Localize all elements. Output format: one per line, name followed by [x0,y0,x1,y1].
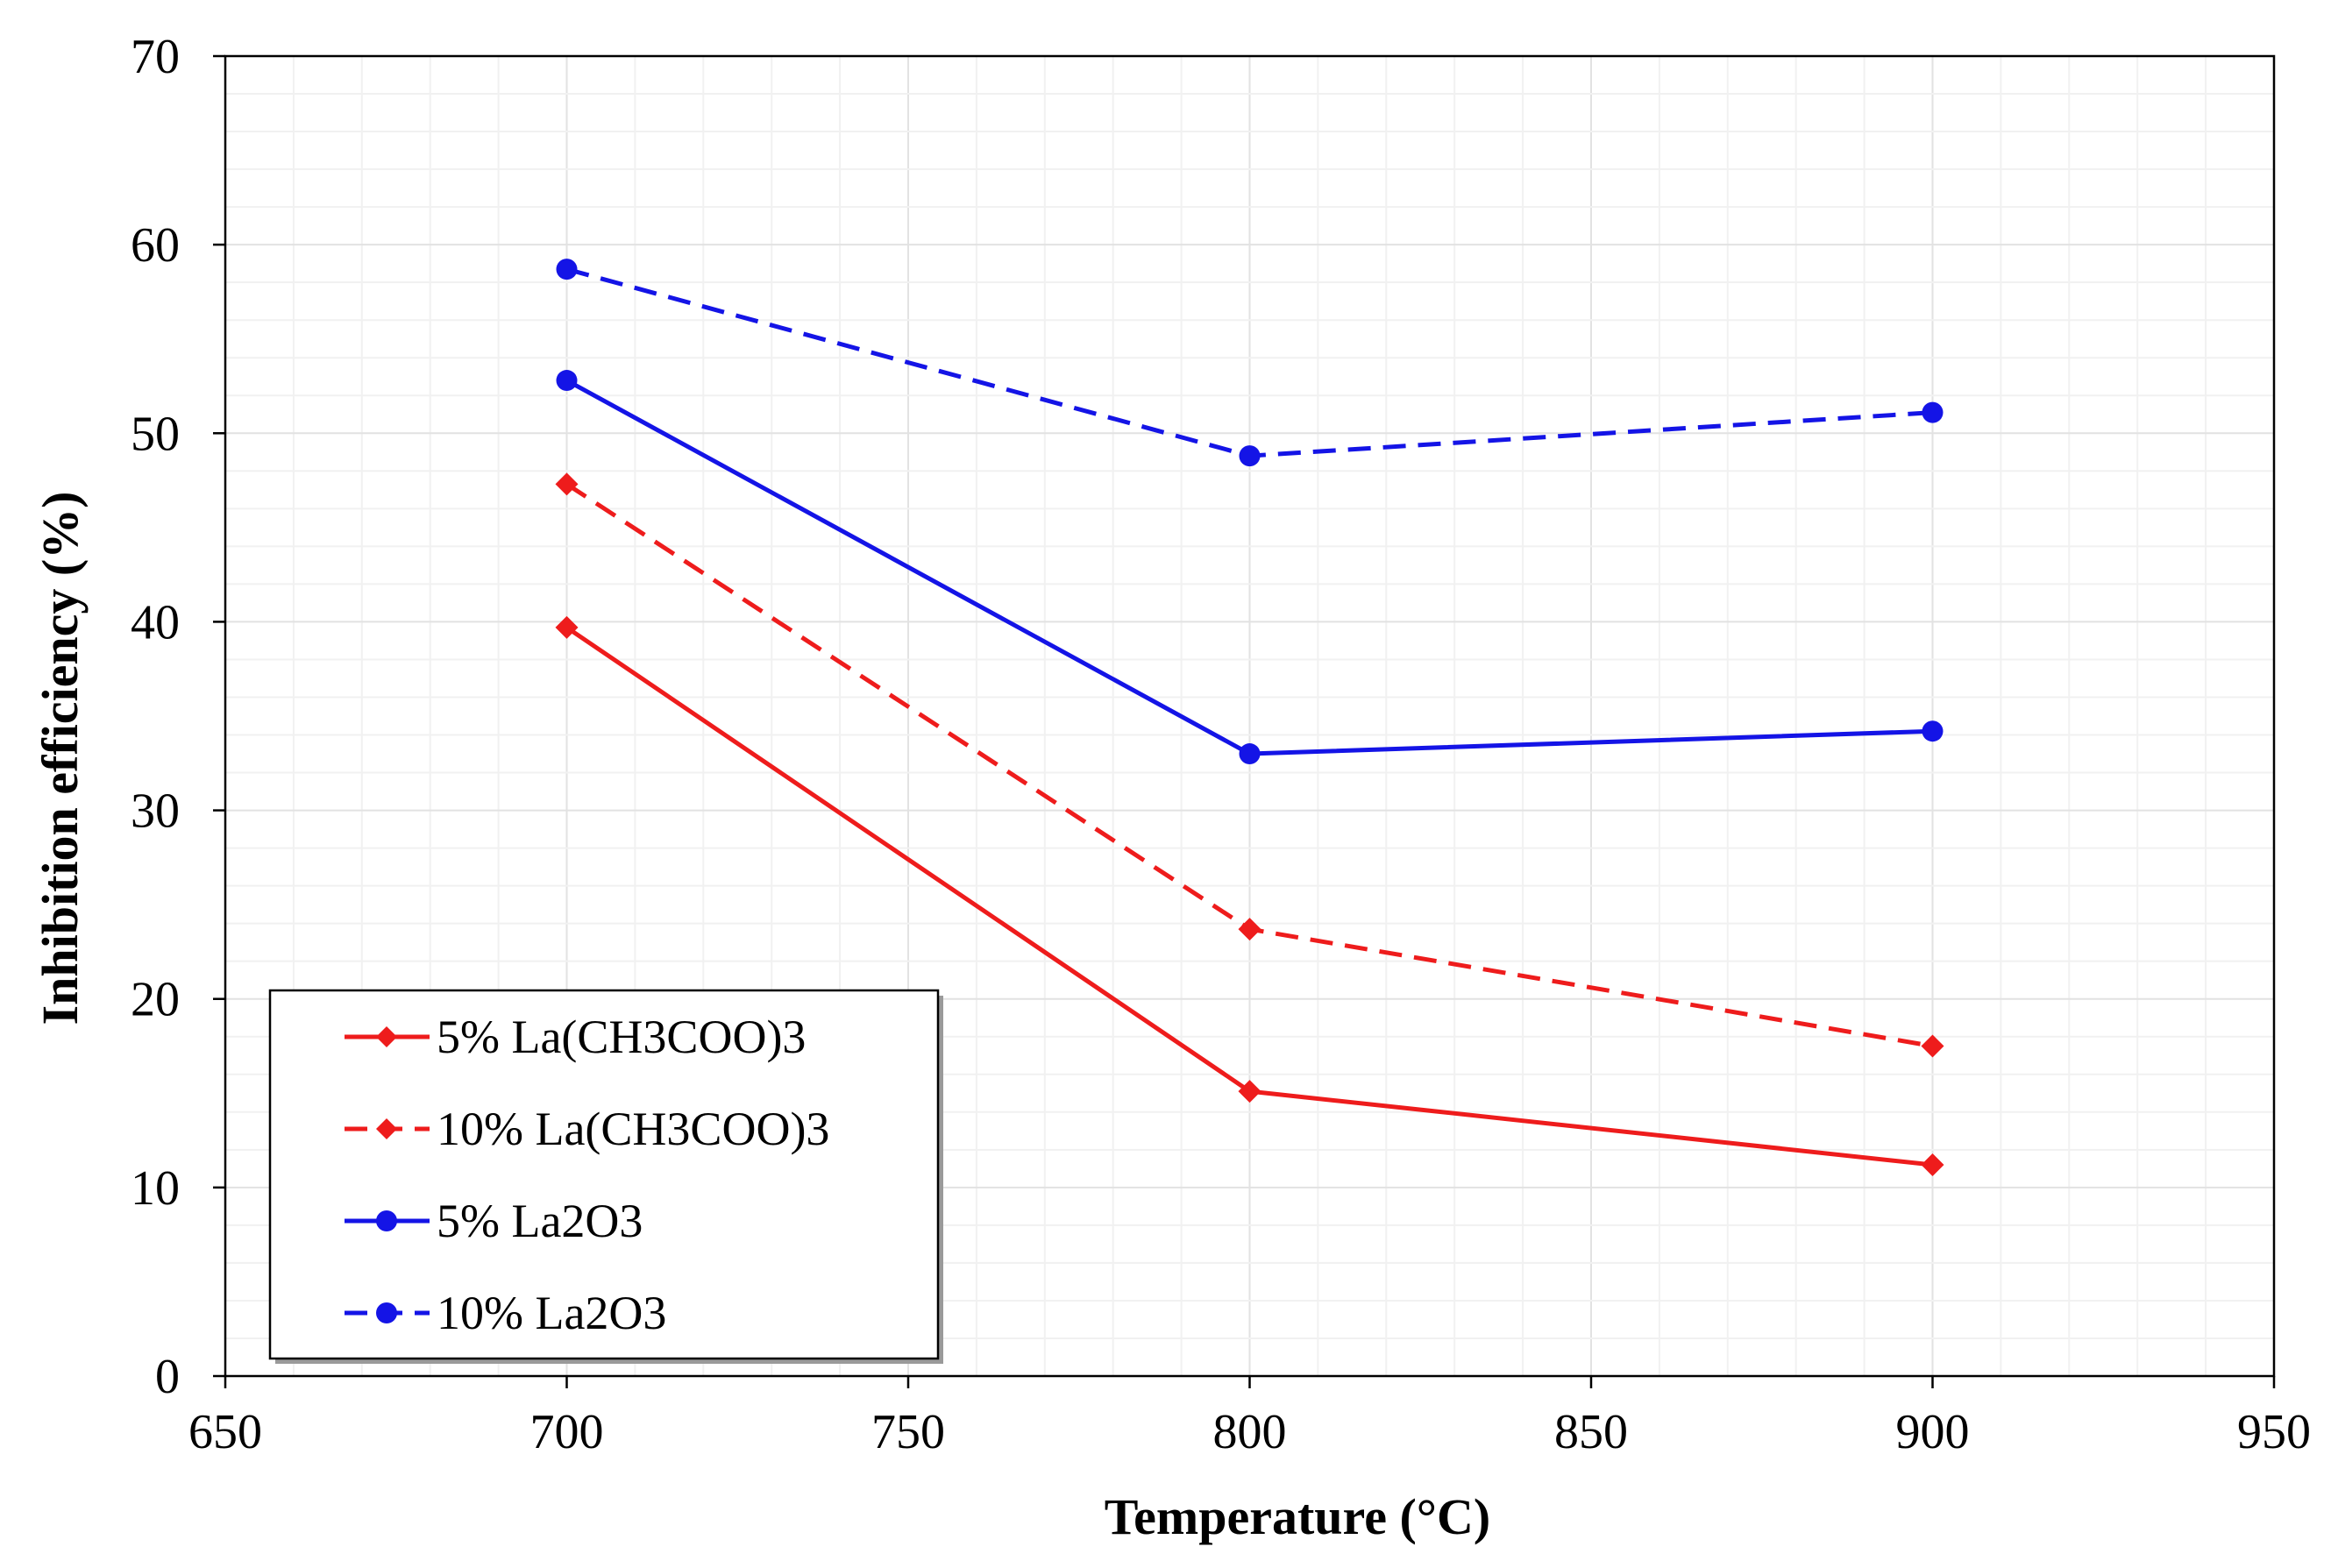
legend-label-5-la-ch3coo-3: 5% La(CH3COO)3 [437,1011,806,1063]
legend-marker-10-la2o3 [376,1302,397,1323]
y-tick-label: 70 [131,30,180,84]
legend-item-10-la-ch3coo-3: 10% La(CH3COO)3 [345,1103,829,1155]
x-tick-label: 900 [1896,1405,1970,1459]
x-tick-label: 950 [2237,1405,2311,1459]
x-axis-title: Temperature (°C) [1105,1488,1490,1545]
x-tick-label: 650 [188,1405,262,1459]
axes: 650 700 750 800 850 900 950 0 10 20 30 40 50 60 70 [131,30,2311,1459]
y-tick-label: 10 [131,1161,180,1216]
legend-marker-5-la2o3 [376,1210,397,1231]
data-point-5-la2o3 [1922,720,1944,742]
legend-marker-5-la-ch3coo-3 [376,1026,397,1047]
y-tick-label: 40 [131,595,180,649]
data-point-5-la2o3 [556,370,578,392]
data-point-5-la2o3 [1239,743,1261,765]
y-tick-label: 60 [131,218,180,273]
x-tick-label: 750 [871,1405,945,1459]
series-10-la2o3 [556,259,1944,467]
legend-item-5-la-ch3coo-3: 5% La(CH3COO)3 [345,1011,806,1063]
legend-label-10-la2o3: 10% La2O3 [437,1287,666,1339]
data-point-10-la-ch3coo-3 [555,472,579,496]
legend: 5% La(CH3COO)3 10% La(CH3COO)3 5% La2O3 10%… [268,989,943,1364]
data-point-5-la-ch3coo-3 [555,615,579,639]
data-point-10-la-ch3coo-3 [1921,1034,1944,1058]
y-tick-label: 0 [155,1350,180,1404]
series-group [555,259,1944,1177]
x-tick-label: 700 [530,1405,604,1459]
legend-marker-10-la-ch3coo-3 [376,1118,397,1139]
legend-item-5-la2o3: 5% La2O3 [345,1195,643,1247]
data-point-5-la-ch3coo-3 [1238,1080,1261,1103]
y-axis-title: Inhibition efficiency (%) [32,492,89,1025]
series-5-la2o3 [556,370,1944,765]
data-point-10-la2o3 [1922,401,1944,423]
y-tick-label: 20 [131,973,180,1027]
x-tick-label: 850 [1554,1405,1628,1459]
legend-box [268,989,940,1360]
data-point-5-la-ch3coo-3 [1921,1153,1944,1177]
series-10-la-ch3coo-3 [555,472,1944,1058]
legend-item-10-la2o3: 10% La2O3 [345,1287,666,1339]
grid [225,56,2274,1376]
x-tick-label: 800 [1213,1405,1287,1459]
data-point-10-la2o3 [556,259,578,280]
legend-label-5-la2o3: 5% La2O3 [437,1195,643,1247]
y-tick-label: 50 [131,407,180,461]
data-point-10-la-ch3coo-3 [1238,918,1261,941]
data-point-10-la2o3 [1239,445,1261,467]
legend-label-10-la-ch3coo-3: 10% La(CH3COO)3 [437,1103,829,1155]
y-tick-label: 30 [131,784,180,839]
series-5-la-ch3coo-3 [555,615,1944,1177]
